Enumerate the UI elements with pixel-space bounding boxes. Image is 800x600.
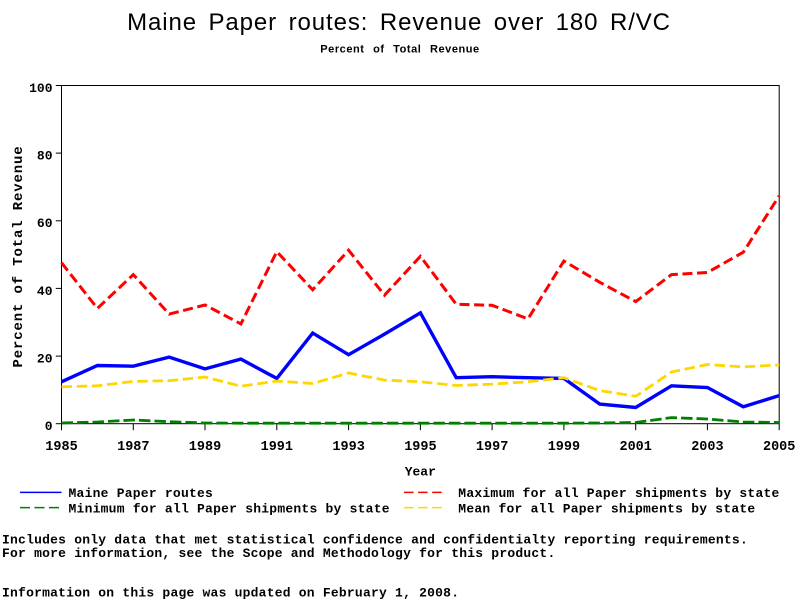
svg-text:0: 0	[45, 419, 53, 434]
svg-text:Year: Year	[405, 465, 436, 480]
svg-text:1999: 1999	[548, 440, 580, 455]
svg-text:Maine Paper routes: Maine Paper routes	[69, 486, 214, 501]
svg-text:1987: 1987	[117, 440, 149, 455]
svg-text:1985: 1985	[45, 440, 77, 455]
svg-text:100: 100	[29, 81, 53, 96]
svg-text:Maximum for all Paper shipment: Maximum for all Paper shipments by state	[458, 486, 779, 501]
svg-text:40: 40	[37, 284, 53, 299]
svg-text:60: 60	[37, 216, 53, 231]
svg-text:Information on this page was u: Information on this page was updated on …	[2, 586, 459, 600]
svg-text:2005: 2005	[763, 440, 795, 455]
svg-text:80: 80	[37, 149, 53, 164]
svg-text:1995: 1995	[404, 440, 436, 455]
svg-text:1993: 1993	[332, 440, 364, 455]
svg-text:Percent of Total Revenue: Percent of Total Revenue	[320, 44, 479, 56]
svg-text:1997: 1997	[476, 440, 508, 455]
svg-text:1991: 1991	[261, 440, 293, 455]
svg-text:20: 20	[37, 352, 53, 367]
svg-text:2001: 2001	[619, 440, 651, 455]
svg-text:Percent of Total Revenue: Percent of Total Revenue	[11, 145, 27, 367]
svg-text:2003: 2003	[691, 440, 723, 455]
svg-text:Minimum for all Paper shipment: Minimum for all Paper shipments by state	[69, 501, 390, 516]
svg-text:Mean for all Paper shipments b: Mean for all Paper shipments by state	[458, 501, 755, 516]
svg-text:Maine Paper routes: Revenue ov: Maine Paper routes: Revenue over 180 R/V…	[127, 9, 671, 36]
svg-text:1989: 1989	[189, 440, 221, 455]
svg-text:For more information, see the: For more information, see the Scope and …	[2, 546, 555, 561]
svg-text:Includes only data that met st: Includes only data that met statistical …	[2, 533, 748, 548]
